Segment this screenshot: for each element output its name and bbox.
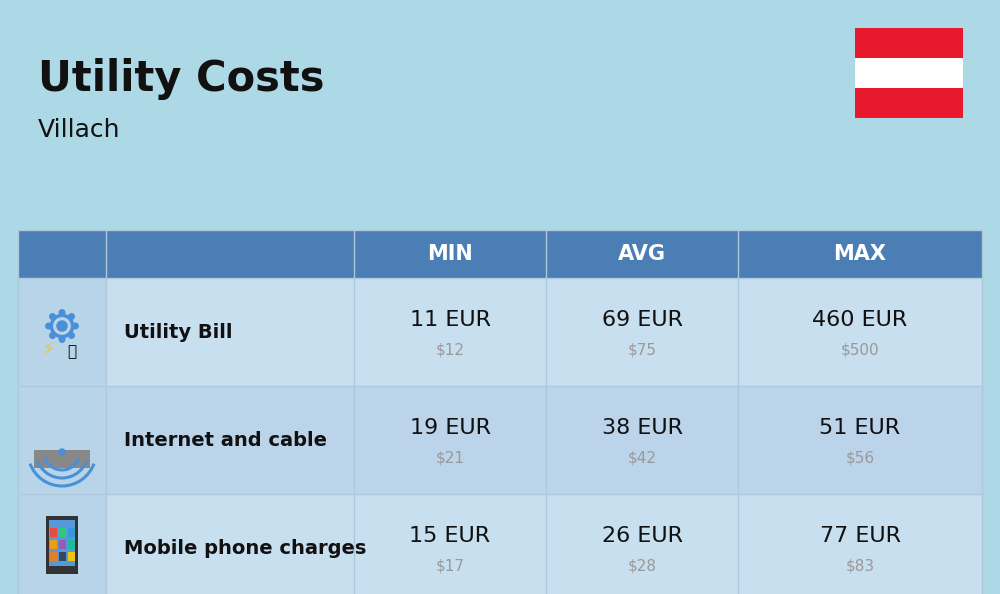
- Bar: [68, 540, 75, 549]
- Bar: [354, 494, 546, 594]
- Text: Internet and cable: Internet and cable: [124, 431, 327, 450]
- Bar: [34, 450, 90, 468]
- Text: Utility Bill: Utility Bill: [124, 323, 232, 342]
- Bar: [106, 494, 354, 594]
- Bar: [46, 516, 78, 574]
- Circle shape: [46, 323, 51, 329]
- Text: $17: $17: [436, 558, 464, 573]
- Circle shape: [69, 314, 74, 320]
- Bar: [59, 528, 66, 537]
- Text: $42: $42: [628, 450, 656, 466]
- Circle shape: [59, 309, 65, 315]
- Circle shape: [57, 321, 67, 331]
- Text: $500: $500: [841, 343, 879, 358]
- Circle shape: [50, 333, 55, 339]
- Bar: [738, 278, 982, 386]
- Text: 🔌: 🔌: [67, 345, 77, 359]
- Bar: [106, 230, 354, 278]
- Text: Utility Costs: Utility Costs: [38, 58, 324, 100]
- Text: $56: $56: [845, 450, 875, 466]
- Text: ⚡: ⚡: [41, 340, 55, 359]
- Bar: [546, 278, 738, 386]
- Bar: [50, 528, 57, 537]
- Text: 15 EUR: 15 EUR: [409, 526, 491, 546]
- Text: 77 EUR: 77 EUR: [820, 526, 900, 546]
- Text: 460 EUR: 460 EUR: [812, 310, 908, 330]
- Text: 38 EUR: 38 EUR: [602, 418, 682, 438]
- Bar: [68, 528, 75, 537]
- Circle shape: [50, 314, 55, 320]
- Bar: [738, 230, 982, 278]
- Text: Mobile phone charges: Mobile phone charges: [124, 539, 366, 558]
- Text: 69 EUR: 69 EUR: [602, 310, 682, 330]
- Bar: [546, 386, 738, 494]
- Bar: [18, 278, 106, 386]
- Text: MAX: MAX: [834, 244, 887, 264]
- Bar: [106, 278, 354, 386]
- Text: $75: $75: [628, 343, 656, 358]
- Bar: [68, 552, 75, 561]
- Bar: [49, 520, 75, 566]
- Circle shape: [59, 337, 65, 342]
- Text: $12: $12: [436, 343, 464, 358]
- Bar: [18, 386, 106, 494]
- Bar: [354, 278, 546, 386]
- Circle shape: [73, 323, 78, 329]
- Bar: [546, 494, 738, 594]
- Text: $83: $83: [845, 558, 875, 573]
- Bar: [59, 552, 66, 561]
- Text: MIN: MIN: [427, 244, 473, 264]
- Bar: [855, 58, 963, 88]
- Circle shape: [59, 449, 65, 455]
- Circle shape: [69, 333, 74, 339]
- Bar: [738, 386, 982, 494]
- Bar: [50, 552, 57, 561]
- Bar: [546, 230, 738, 278]
- Text: Villach: Villach: [38, 118, 120, 142]
- Bar: [59, 540, 66, 549]
- Bar: [354, 230, 546, 278]
- Bar: [18, 230, 106, 278]
- Text: 11 EUR: 11 EUR: [410, 310, 490, 330]
- Bar: [50, 540, 57, 549]
- Bar: [354, 386, 546, 494]
- Bar: [738, 494, 982, 594]
- Bar: [106, 386, 354, 494]
- Bar: [855, 28, 963, 58]
- Bar: [18, 494, 106, 594]
- Text: $21: $21: [436, 450, 464, 466]
- Text: $28: $28: [628, 558, 656, 573]
- Text: 26 EUR: 26 EUR: [602, 526, 682, 546]
- Text: 51 EUR: 51 EUR: [819, 418, 901, 438]
- Text: AVG: AVG: [618, 244, 666, 264]
- Bar: [855, 88, 963, 118]
- Text: 19 EUR: 19 EUR: [410, 418, 490, 438]
